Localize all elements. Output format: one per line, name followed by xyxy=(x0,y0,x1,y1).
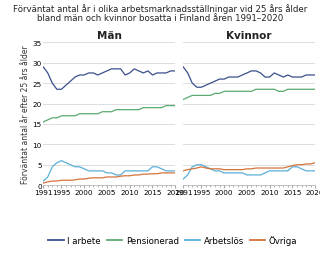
Text: bland män och kvinnor bosatta i Finland åren 1991–2020: bland män och kvinnor bosatta i Finland … xyxy=(37,14,283,23)
Text: Förväntat antal år i olika arbetsmarknadsställningar vid 25 års ålder: Förväntat antal år i olika arbetsmarknad… xyxy=(13,4,307,14)
Title: Män: Män xyxy=(97,31,122,41)
Y-axis label: Förväntat antal år efter 25 års ålder: Förväntat antal år efter 25 års ålder xyxy=(21,45,30,183)
Title: Kvinnor: Kvinnor xyxy=(227,31,272,41)
Legend: I arbete, Pensionerad, Arbetslös, Övriga: I arbete, Pensionerad, Arbetslös, Övriga xyxy=(45,232,301,248)
